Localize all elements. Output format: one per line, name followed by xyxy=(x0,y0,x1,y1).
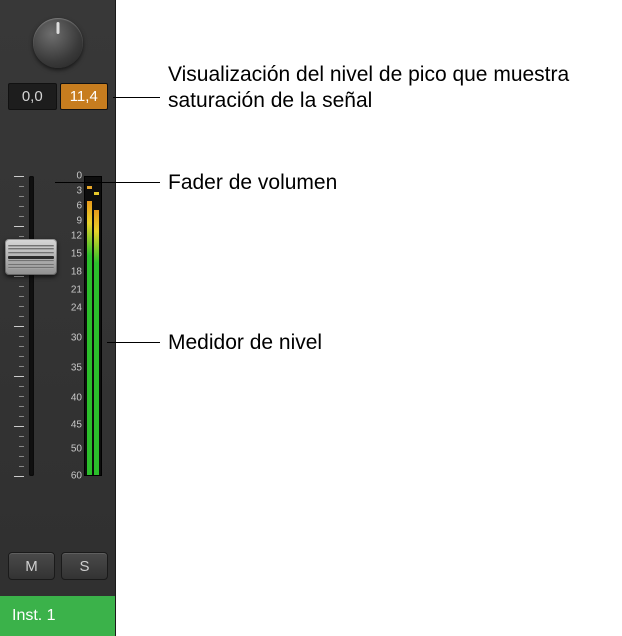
callout-level-meter: Medidor de nivel xyxy=(168,330,322,356)
meter-left-channel xyxy=(87,177,92,475)
meter-tick-label: 30 xyxy=(62,333,82,344)
solo-button[interactable]: S xyxy=(61,552,108,580)
meter-tick-label: 6 xyxy=(62,201,82,212)
track-name-label[interactable]: Inst. 1 xyxy=(0,596,115,636)
volume-fader-cap[interactable] xyxy=(5,239,57,275)
meter-tick-label: 60 xyxy=(62,471,82,482)
mute-solo-row: M S xyxy=(8,552,108,580)
callout-line-peak xyxy=(113,97,160,98)
callout-line-fader xyxy=(55,182,160,183)
meter-tick-label: 50 xyxy=(62,444,82,455)
callout-line-meter xyxy=(107,342,160,343)
meter-scale-labels: 03691215182124303540455060 xyxy=(62,176,82,476)
meter-tick-label: 9 xyxy=(62,216,82,227)
callout-peak-level: Visualización del nivel de pico que mues… xyxy=(168,62,608,115)
pan-knob[interactable] xyxy=(33,18,83,68)
peak-display-row: 0,0 11,4 xyxy=(8,83,108,110)
meter-bars xyxy=(84,176,102,476)
mute-button[interactable]: M xyxy=(8,552,55,580)
meter-tick-label: 45 xyxy=(62,420,82,431)
level-meter: 03691215182124303540455060 xyxy=(66,176,106,476)
meter-tick-label: 35 xyxy=(62,363,82,374)
meter-tick-label: 3 xyxy=(62,186,82,197)
meter-tick-label: 15 xyxy=(62,249,82,260)
peak-level-left[interactable]: 0,0 xyxy=(8,83,57,110)
channel-strip: 0,0 11,4 0 3 6 9 12 15 18 21 24 30 35 40 45 50 60 xyxy=(0,0,116,636)
meter-tick-label: 24 xyxy=(62,303,82,314)
meter-right-channel xyxy=(94,177,99,475)
callout-volume-fader: Fader de volumen xyxy=(168,170,337,196)
fader-track[interactable] xyxy=(29,176,34,476)
meter-tick-label: 18 xyxy=(62,267,82,278)
meter-tick-label: 12 xyxy=(62,231,82,242)
meter-tick-label: 40 xyxy=(62,393,82,404)
fader-meter-section: 0 3 6 9 12 15 18 21 24 30 35 40 45 50 60 xyxy=(0,170,116,495)
fader-scale xyxy=(6,176,24,476)
meter-tick-label: 21 xyxy=(62,285,82,296)
peak-level-right-clipping[interactable]: 11,4 xyxy=(60,83,109,110)
meter-tick-label: 0 xyxy=(62,171,82,182)
